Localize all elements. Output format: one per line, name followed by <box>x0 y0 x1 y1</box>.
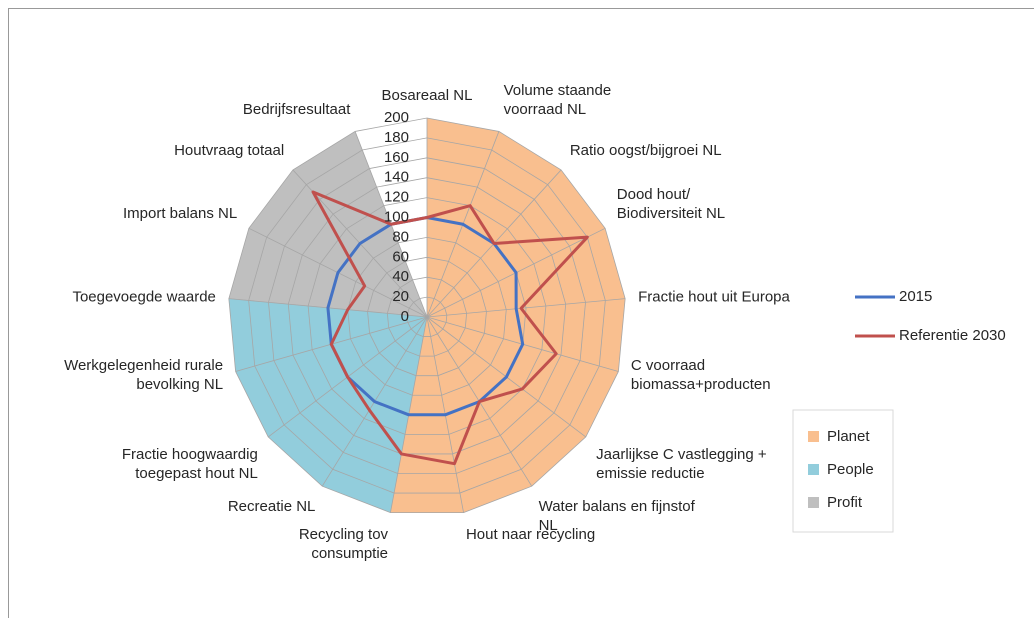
series-line <box>326 216 525 417</box>
tick-label: 200 <box>384 109 409 126</box>
category-label: Ratio oogst/bijgroei NL <box>569 142 722 160</box>
legend-label: Planet <box>827 428 870 445</box>
category-label: Water balans en fijnstof NL <box>538 498 695 535</box>
tick-label: 140 <box>384 169 409 186</box>
category-label: Volume staande voorraad NL <box>503 82 612 119</box>
grid-line <box>406 296 448 337</box>
category-label: Hout naar recycling <box>465 526 596 544</box>
category-label: Fractie hoogwaardig toegepast hout NL <box>121 445 258 482</box>
category-label: Bedrijfsresultaat <box>242 101 351 119</box>
frame <box>8 8 1034 618</box>
category-label: Recreatie NL <box>227 498 316 516</box>
grid-line <box>386 276 468 357</box>
tick-label: 60 <box>392 248 409 265</box>
legend-label: Profit <box>827 494 863 511</box>
category-label: Houtvraag totaal <box>174 142 285 160</box>
grid-line <box>228 117 626 514</box>
tick-label: 80 <box>392 228 409 245</box>
category-label: Jaarlijkse C vastlegging + emissie reduc… <box>596 445 767 482</box>
tick-label: 120 <box>384 189 409 206</box>
legend-swatch <box>808 464 819 475</box>
grid-line <box>367 256 487 377</box>
grid-line <box>307 197 547 435</box>
category-label: Import balans NL <box>122 204 238 222</box>
legend-label: People <box>827 461 874 478</box>
legend-label: Referentie 2030 <box>899 327 1006 344</box>
category-label: Toegevoegde waarde <box>72 288 216 306</box>
tick-label: 180 <box>384 129 409 146</box>
spoke <box>426 298 626 318</box>
area <box>228 131 427 317</box>
category-label: C voorraad biomassa+producten <box>630 357 771 394</box>
category-label: Recycling tov consumptie <box>298 526 389 563</box>
tick-label: 20 <box>392 288 409 305</box>
legend-label: 2015 <box>899 288 932 305</box>
tick-label: 40 <box>392 268 409 285</box>
category-label: Bosareaal NL <box>381 87 473 104</box>
tick-label: 100 <box>384 208 409 225</box>
category-label: Fractie hout uit Europa <box>638 288 790 306</box>
category-label: Dood hout/ Biodiversiteit NL <box>616 185 726 222</box>
tick-label: 0 <box>401 308 409 325</box>
tick-label: 160 <box>384 149 409 166</box>
grid-line <box>287 177 567 455</box>
legend-swatch <box>808 431 819 442</box>
legend-swatch <box>808 497 819 508</box>
category-label: Werkgelegenheid rurale bevolking NL <box>64 357 224 394</box>
series-line <box>311 190 589 466</box>
area <box>228 298 427 513</box>
grid-line <box>248 137 606 494</box>
